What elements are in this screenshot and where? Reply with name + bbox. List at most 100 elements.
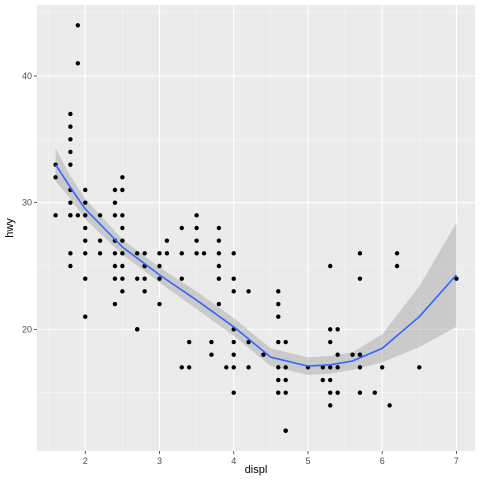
data-point [83, 225, 88, 231]
data-point [231, 352, 236, 357]
data-point [157, 276, 162, 281]
data-point [135, 276, 140, 281]
data-point [179, 365, 184, 370]
data-point [53, 213, 58, 218]
smooth-line [54, 164, 457, 367]
data-point [357, 276, 363, 281]
data-point [246, 339, 251, 345]
data-point [380, 365, 385, 370]
data-point [68, 162, 73, 167]
data-point [142, 276, 147, 281]
axes: 2 3 4 5 6 7 20 30 40 [22, 71, 459, 466]
data-point [68, 263, 73, 269]
data-point [216, 251, 222, 256]
data-point [97, 251, 103, 256]
data-point [75, 61, 81, 66]
data-point [224, 365, 229, 370]
points-group [53, 23, 459, 433]
data-point [350, 352, 355, 357]
data-point [83, 187, 88, 193]
data-point [357, 365, 363, 370]
data-point [283, 377, 288, 383]
data-point [328, 365, 333, 370]
data-point [112, 251, 118, 256]
data-point [179, 276, 184, 281]
data-point [194, 251, 199, 256]
data-point [120, 187, 125, 193]
data-point [83, 251, 88, 256]
data-point [157, 301, 162, 307]
data-point [112, 187, 118, 193]
data-point [164, 238, 170, 243]
data-point [157, 251, 162, 256]
data-point [357, 390, 363, 395]
data-point [120, 213, 125, 218]
data-point [276, 390, 281, 395]
data-point [231, 276, 236, 281]
data-point [142, 251, 147, 256]
data-point [231, 339, 236, 345]
data-point [112, 263, 118, 269]
y-tick-label: 30 [22, 198, 32, 208]
data-point [216, 238, 222, 243]
data-point [216, 301, 222, 307]
y-tick-label: 20 [22, 324, 32, 334]
data-point [164, 251, 170, 256]
data-point [335, 327, 340, 332]
data-point [201, 251, 207, 256]
data-point [328, 339, 333, 345]
data-point [216, 225, 222, 231]
data-point [276, 365, 281, 370]
data-point [328, 403, 333, 408]
data-point [194, 238, 199, 243]
data-point [68, 213, 73, 218]
data-point [209, 339, 214, 345]
data-point [231, 251, 236, 256]
data-point [335, 352, 340, 357]
data-point [120, 225, 125, 231]
data-point [246, 365, 251, 370]
plot-panel [37, 5, 475, 451]
x-tick-label: 4 [231, 456, 236, 466]
data-point [112, 276, 118, 281]
data-point [120, 251, 125, 256]
data-point [246, 289, 251, 294]
data-point [112, 213, 118, 218]
data-point [276, 301, 281, 307]
data-point [112, 301, 118, 307]
data-point [142, 289, 147, 294]
data-point [179, 251, 184, 256]
data-point [276, 377, 281, 383]
data-point [216, 276, 222, 281]
data-point [75, 213, 81, 218]
data-point [120, 238, 125, 243]
data-point [83, 314, 88, 319]
data-point [135, 327, 140, 332]
data-point [209, 352, 214, 357]
data-point [417, 365, 422, 370]
data-point [68, 124, 73, 129]
data-point [231, 365, 236, 370]
data-point [328, 263, 333, 269]
data-point [83, 276, 88, 281]
x-tick-label: 3 [157, 456, 162, 466]
data-point [328, 390, 333, 395]
smooth-line-group [54, 164, 457, 367]
data-point [83, 200, 88, 205]
data-point [394, 251, 400, 256]
data-point [120, 289, 125, 294]
data-point [328, 327, 333, 332]
data-point [335, 390, 340, 395]
x-tick-label: 2 [83, 456, 88, 466]
data-point [68, 137, 73, 142]
data-point [179, 225, 184, 231]
data-point [357, 352, 363, 357]
data-point [320, 377, 326, 383]
data-point [68, 200, 73, 205]
data-point [283, 339, 288, 345]
x-tick-label: 6 [380, 456, 385, 466]
data-point [372, 390, 377, 395]
data-point [97, 213, 103, 218]
data-point [68, 149, 73, 155]
